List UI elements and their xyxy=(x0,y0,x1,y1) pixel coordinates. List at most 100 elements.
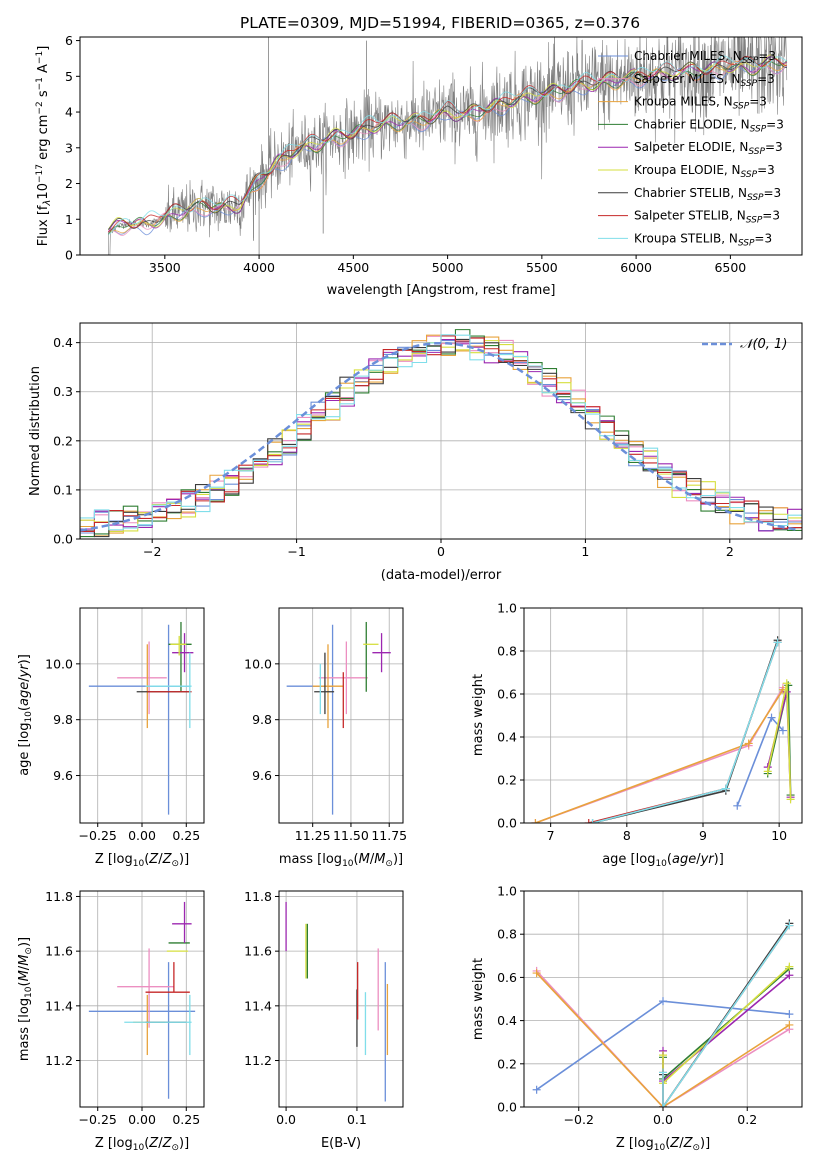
x-tick-label: 11.50 xyxy=(333,828,369,843)
weight-marker xyxy=(532,1085,541,1094)
weight-marker xyxy=(531,819,540,823)
y-tick-label: 1.0 xyxy=(497,601,517,616)
y-tick-label: 0.2 xyxy=(497,1056,517,1071)
weight-marker xyxy=(785,962,794,971)
weight-marker xyxy=(782,679,791,688)
y-tick-label: 9.6 xyxy=(53,768,73,783)
residuals-xlabel: (data-model)/error xyxy=(381,568,502,583)
spectrum-panel: 3500 4000 4500 5000 5500 6000 6500 0 1 2 3 4 5 6 wave… xyxy=(35,33,803,298)
y-tick-label: 11.4 xyxy=(244,998,272,1013)
y-tick-label: 11.2 xyxy=(45,1053,73,1068)
y-tick-label: 0.3 xyxy=(53,384,73,399)
legend-label: Chabrier STELIB, NSSP=3 xyxy=(634,186,781,203)
x-tick-label: 5000 xyxy=(432,260,464,275)
x-tick-label: 0.25 xyxy=(172,828,200,843)
x-tick-label: −0.25 xyxy=(79,828,117,843)
model-line-chabrier-stelib xyxy=(107,56,787,230)
y-tick-label: 11.2 xyxy=(244,1053,272,1068)
data-spectrum-line xyxy=(108,37,788,255)
spectrum-legend: Chabrier MILES, NSSP=3 Salpeter MILES, NS… xyxy=(598,49,784,248)
weight-line xyxy=(536,970,790,1107)
weight-marker xyxy=(532,969,541,978)
weight-marker xyxy=(659,1051,667,1060)
weight-marker xyxy=(786,795,795,804)
x-tick-label: 5500 xyxy=(526,260,558,275)
model-line-kroupa-stelib xyxy=(108,55,788,235)
y-tick-label: 0.1 xyxy=(53,482,73,497)
y-tick-label: 11.8 xyxy=(45,889,73,904)
weight-vs-age-panel: 7 8 9 10 0.0 0.2 0.4 0.6 0.8 1.0 age [log10(age/y… xyxy=(471,601,803,869)
y-tick-label: 5 xyxy=(65,69,73,84)
weight-line xyxy=(536,972,790,1107)
age-vs-mass-axes-frame xyxy=(278,607,404,824)
weight-marker xyxy=(763,767,772,776)
weight-marker xyxy=(588,819,597,823)
mass-vs-EBV-panel: 0.0 0.1 11.2 11.4 11.6 11.8 E(B-V) xyxy=(244,889,404,1151)
weight-marker xyxy=(659,1068,667,1077)
mass-vs-EBV-axes-frame xyxy=(278,890,404,1108)
y-tick-label: 0.8 xyxy=(497,644,517,659)
y-tick-label: 0.6 xyxy=(497,970,517,985)
weight-vs-age-axes-frame xyxy=(523,607,803,824)
weight-marker xyxy=(659,1103,667,1107)
hist-salpeter-stelib xyxy=(80,335,802,539)
spectrum-axes-frame xyxy=(79,36,803,256)
x-tick-label: 0.00 xyxy=(128,828,156,843)
y-tick-label: 0.4 xyxy=(497,1013,517,1028)
x-tick-label: 6500 xyxy=(714,260,746,275)
x-tick-label: −2 xyxy=(143,544,161,559)
y-tick-label: 0.8 xyxy=(497,927,517,942)
age-vs-Z-ylabel: age [log10(age/yr)] xyxy=(17,654,34,776)
y-tick-label: 0 xyxy=(65,248,73,263)
age-vs-mass-panel: 11.25 11.50 11.75 9.6 9.8 10.0 mass [log10(M/… xyxy=(244,607,407,869)
x-tick-label: 4500 xyxy=(337,260,369,275)
y-tick-label: 1 xyxy=(65,212,73,227)
x-tick-label: 0.2 xyxy=(737,1112,757,1127)
mass-vs-Z-xlabel: Z [log10(Z/Z⊙)] xyxy=(95,1136,189,1153)
x-tick-label: 11.25 xyxy=(295,828,331,843)
weight-marker xyxy=(721,784,730,793)
y-tick-label: 0.0 xyxy=(497,1100,517,1115)
age-vs-mass-xlabel: mass [log10(M/M⊙)] xyxy=(279,852,403,869)
residuals-ylabel: Normed distribution xyxy=(28,366,43,496)
x-tick-label: 11.75 xyxy=(371,828,407,843)
legend-label: Kroupa ELODIE, NSSP=3 xyxy=(634,163,775,180)
x-tick-label: 2 xyxy=(726,544,734,559)
weight-line xyxy=(592,640,779,823)
x-tick-label: 0.25 xyxy=(172,1112,200,1127)
normal-legend-label: 𝒩(0, 1) xyxy=(740,337,787,352)
weight-marker xyxy=(785,1010,794,1019)
y-tick-label: 3 xyxy=(65,140,73,155)
x-tick-label: 8 xyxy=(623,828,631,843)
figure-title: PLATE=0309, MJD=51994, FIBERID=0365, z=0… xyxy=(240,14,640,32)
weight-marker xyxy=(785,1020,794,1029)
y-tick-label: 11.8 xyxy=(244,889,272,904)
legend-label: Salpeter ELODIE, NSSP=3 xyxy=(634,140,783,157)
x-tick-label: 0.0 xyxy=(653,1112,673,1127)
spectrum-xlabel: wavelength [Angstrom, rest frame] xyxy=(327,283,556,298)
legend-label: Chabrier MILES, NSSP=3 xyxy=(634,49,776,66)
weight-vs-Z-xlabel: Z [log10(Z/Z⊙)] xyxy=(616,1136,710,1153)
weight-marker xyxy=(767,713,776,722)
normal-curve xyxy=(80,341,800,532)
weight-vs-Z-panel: −0.2 0.0 0.2 0.0 0.2 0.4 0.6 0.8 1.0 Z [log10(Z/… xyxy=(471,884,803,1153)
y-tick-label: 0.0 xyxy=(497,816,517,831)
weight-line xyxy=(535,687,784,823)
x-tick-label: −1 xyxy=(287,544,305,559)
x-tick-label: 3500 xyxy=(149,260,181,275)
weight-marker xyxy=(773,638,782,647)
y-tick-label: 0.6 xyxy=(497,687,517,702)
y-tick-label: 11.6 xyxy=(45,944,73,959)
age-vs-Z-xlabel: Z [log10(Z/Z⊙)] xyxy=(95,852,189,869)
weight-vs-age-xlabel: age [log10(age/yr)] xyxy=(602,852,724,869)
x-tick-label: 1 xyxy=(581,544,589,559)
y-tick-label: 10.0 xyxy=(244,656,272,671)
weight-marker xyxy=(659,997,667,1006)
legend-label: Salpeter STELIB, NSSP=3 xyxy=(634,209,780,226)
legend-label: Kroupa STELIB, NSSP=3 xyxy=(634,231,772,248)
age-vs-Z-panel: −0.25 0.00 0.259.69.810.0 Z [log10(Z/Z⊙)] … xyxy=(17,607,205,869)
residuals-panel: −2 −1 0 1 2 0.0 0.1 0.2 0.3 0.4 (data-model)/erro… xyxy=(28,322,803,583)
x-tick-label: −0.2 xyxy=(564,1112,594,1127)
mass-vs-EBV-xlabel: E(B-V) xyxy=(321,1136,361,1151)
